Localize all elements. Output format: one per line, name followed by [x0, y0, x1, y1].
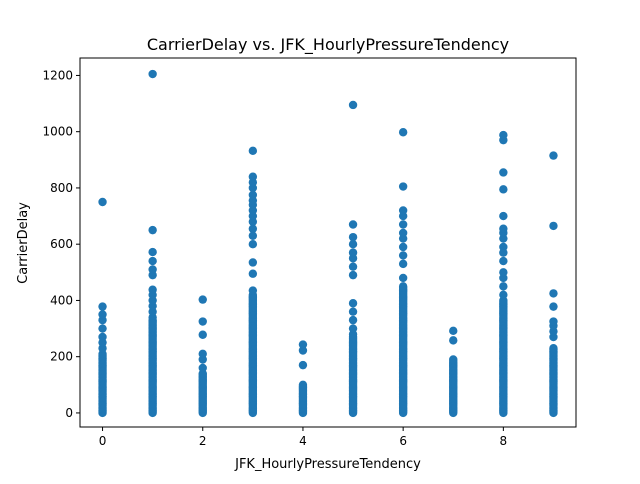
scatter-point: [148, 256, 157, 266]
axes-layer: 0 2 4 6 8 0 200 400 600 800 1000 1200: [42, 57, 577, 448]
scatter-point: [248, 286, 258, 295]
scatter-point: [98, 302, 107, 311]
y-tick-label: 600: [50, 237, 73, 251]
scatter-point: [298, 340, 308, 349]
scatter-point: [348, 262, 358, 271]
scatter-point: [248, 190, 258, 200]
scatter-point: [499, 242, 508, 252]
scatter-point: [499, 282, 508, 291]
scatter-point: [398, 128, 408, 137]
scatter-point: [198, 317, 207, 326]
scatter-point: [499, 211, 508, 221]
scatter-point: [398, 251, 408, 260]
points-layer: [98, 69, 558, 418]
scatter-point: [348, 100, 358, 110]
scatter-point: [499, 268, 508, 277]
y-axis-label: CarrierDelay: [16, 202, 31, 284]
scatter-point: [198, 363, 207, 373]
scatter-point: [499, 168, 508, 177]
scatter-point: [549, 317, 558, 326]
scatter-point: [98, 324, 107, 333]
scatter-point: [499, 290, 508, 300]
scatter-point: [449, 355, 458, 364]
scatter-point: [98, 310, 107, 319]
chart-title: CarrierDelay vs. JFK_HourlyPressureTende…: [147, 35, 509, 55]
scatter-point: [398, 182, 408, 191]
x-tick-label: 2: [199, 434, 207, 448]
scatter-point: [348, 232, 358, 242]
y-tick-label: 1200: [42, 68, 73, 82]
scatter-point: [398, 282, 408, 291]
scatter-point: [148, 285, 157, 294]
scatter-point: [248, 224, 258, 233]
scatter-point: [348, 324, 358, 333]
plot-frame: [79, 57, 577, 428]
scatter-point: [398, 206, 408, 215]
scatter-point: [148, 265, 157, 274]
scatter-point: [98, 197, 107, 207]
scatter-point: [549, 344, 558, 353]
scatter-point: [398, 220, 408, 229]
scatter-point: [298, 380, 308, 390]
scatter-point: [248, 239, 258, 249]
scatter-point: [348, 307, 358, 316]
y-tick-label: 200: [50, 350, 73, 364]
x-tick-label: 6: [399, 434, 407, 448]
scatter-point: [298, 346, 308, 355]
scatter-point: [248, 269, 258, 278]
scatter-point: [148, 247, 157, 257]
scatter-point: [398, 228, 408, 238]
scatter-point: [348, 239, 358, 249]
scatter-point: [499, 130, 508, 140]
scatter-point: [449, 336, 458, 345]
x-tick-label: 4: [299, 434, 307, 448]
scatter-point: [499, 256, 508, 266]
scatter-point: [348, 248, 358, 257]
scatter-point: [98, 332, 107, 342]
scatter-point: [549, 221, 558, 231]
x-tick-label: 0: [99, 434, 107, 448]
scatter-point: [198, 295, 207, 304]
scatter-point: [348, 220, 358, 229]
y-tick-label: 1000: [42, 125, 73, 139]
scatter-point: [248, 146, 258, 156]
scatter-point: [398, 242, 408, 252]
scatter-point: [348, 270, 358, 280]
scatter-point: [198, 330, 207, 339]
y-tick-label: 0: [65, 406, 73, 420]
x-axis-label: JFK_HourlyPressureTendency: [234, 457, 421, 472]
scatter-point: [549, 302, 558, 311]
x-tick-label: 8: [500, 434, 508, 448]
scatter-point: [398, 259, 408, 269]
scatter-point: [148, 225, 157, 235]
scatter-point: [549, 289, 558, 298]
scatter-point: [348, 315, 358, 325]
y-tick-label: 800: [50, 181, 73, 195]
scatter-point: [148, 69, 157, 79]
scatter-point: [449, 326, 458, 336]
scatter-point: [248, 231, 258, 240]
scatter-point: [348, 299, 358, 308]
scatter-point: [549, 151, 558, 160]
scatter-point: [248, 258, 258, 267]
y-tick-label: 400: [50, 293, 73, 307]
scatter-point: [398, 273, 408, 283]
scatter-point: [248, 172, 258, 181]
scatter-point: [198, 349, 207, 359]
scatter-point: [499, 224, 508, 233]
scatter-point: [298, 360, 308, 370]
scatter-point: [499, 185, 508, 194]
